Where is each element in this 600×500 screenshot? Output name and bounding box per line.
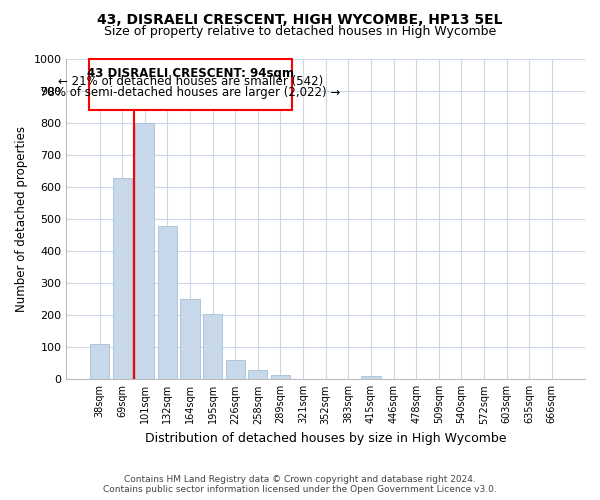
Y-axis label: Number of detached properties: Number of detached properties [15,126,28,312]
Bar [158,226,177,380]
Bar [181,299,200,380]
Bar [135,123,154,380]
Bar [226,360,245,380]
Text: 78% of semi-detached houses are larger (2,022) →: 78% of semi-detached houses are larger (… [40,86,341,99]
FancyBboxPatch shape [89,59,292,110]
Bar [203,314,222,380]
Text: ← 21% of detached houses are smaller (542): ← 21% of detached houses are smaller (54… [58,75,323,88]
Text: Size of property relative to detached houses in High Wycombe: Size of property relative to detached ho… [104,25,496,38]
Text: 43 DISRAELI CRESCENT: 94sqm: 43 DISRAELI CRESCENT: 94sqm [87,67,294,80]
Text: Contains HM Land Registry data © Crown copyright and database right 2024.
Contai: Contains HM Land Registry data © Crown c… [103,474,497,494]
Bar [90,344,109,380]
Bar [113,178,132,380]
Bar [361,376,380,380]
Bar [271,374,290,380]
X-axis label: Distribution of detached houses by size in High Wycombe: Distribution of detached houses by size … [145,432,506,445]
Text: 43, DISRAELI CRESCENT, HIGH WYCOMBE, HP13 5EL: 43, DISRAELI CRESCENT, HIGH WYCOMBE, HP1… [97,12,503,26]
Bar [248,370,268,380]
